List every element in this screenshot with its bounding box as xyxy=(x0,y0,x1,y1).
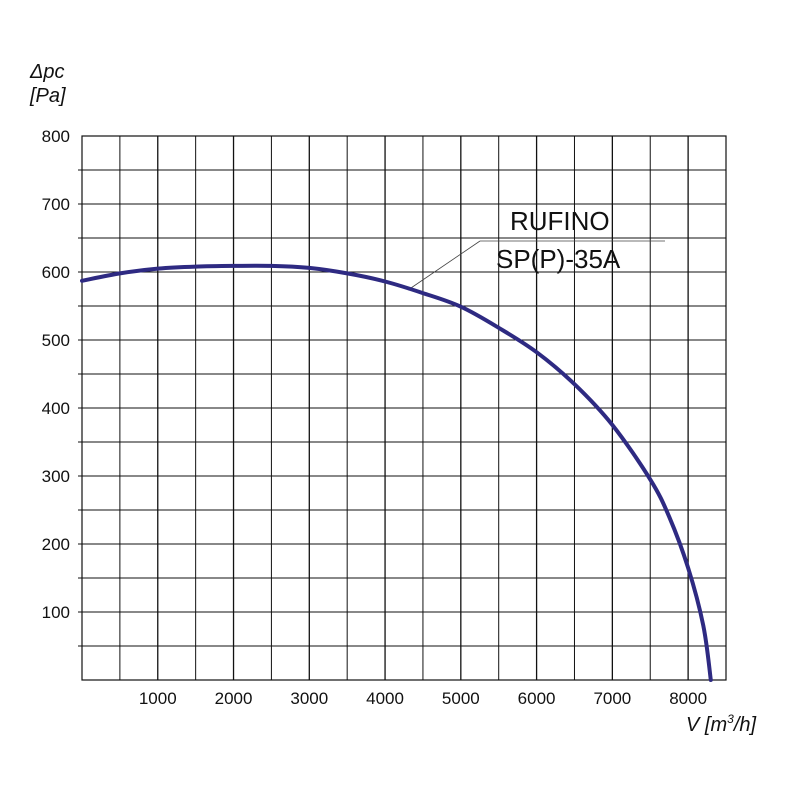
grid xyxy=(78,136,726,680)
y-tick-labels: 100 200 300 400 500 600 700 800 xyxy=(42,127,70,622)
x-axis-label-sup: 3 xyxy=(727,712,734,726)
x-tick-label: 5000 xyxy=(442,689,480,708)
series-label-line1: RUFINO xyxy=(510,206,610,236)
y-tick-label: 300 xyxy=(42,467,70,486)
x-tick-label: 3000 xyxy=(290,689,328,708)
x-tick-label: 6000 xyxy=(518,689,556,708)
y-axis-symbol: Δpc xyxy=(29,61,65,83)
x-axis-label-prefix: V [m xyxy=(686,714,727,736)
y-tick-label: 400 xyxy=(42,399,70,418)
x-tick-label: 1000 xyxy=(139,689,177,708)
y-tick-label: 100 xyxy=(42,603,70,622)
x-axis-label: V [m3/h] xyxy=(686,712,756,736)
series-label-line2: SP(P)-35A xyxy=(496,244,621,274)
fan-curve-line xyxy=(80,263,713,682)
y-tick-label: 500 xyxy=(42,331,70,350)
x-tick-label: 4000 xyxy=(366,689,404,708)
y-tick-label: 800 xyxy=(42,127,70,146)
y-axis-unit: [Pa] xyxy=(29,85,66,107)
x-tick-label: 8000 xyxy=(669,689,707,708)
x-axis-label-suffix: /h] xyxy=(732,714,757,736)
x-tick-label: 7000 xyxy=(593,689,631,708)
x-tick-labels: 1000 2000 3000 4000 5000 6000 7000 8000 xyxy=(139,689,707,708)
y-tick-label: 200 xyxy=(42,535,70,554)
y-tick-label: 600 xyxy=(42,263,70,282)
x-tick-label: 2000 xyxy=(215,689,253,708)
leader-line-diagonal xyxy=(407,240,481,291)
y-tick-label: 700 xyxy=(42,195,70,214)
plot-frame xyxy=(81,135,727,681)
